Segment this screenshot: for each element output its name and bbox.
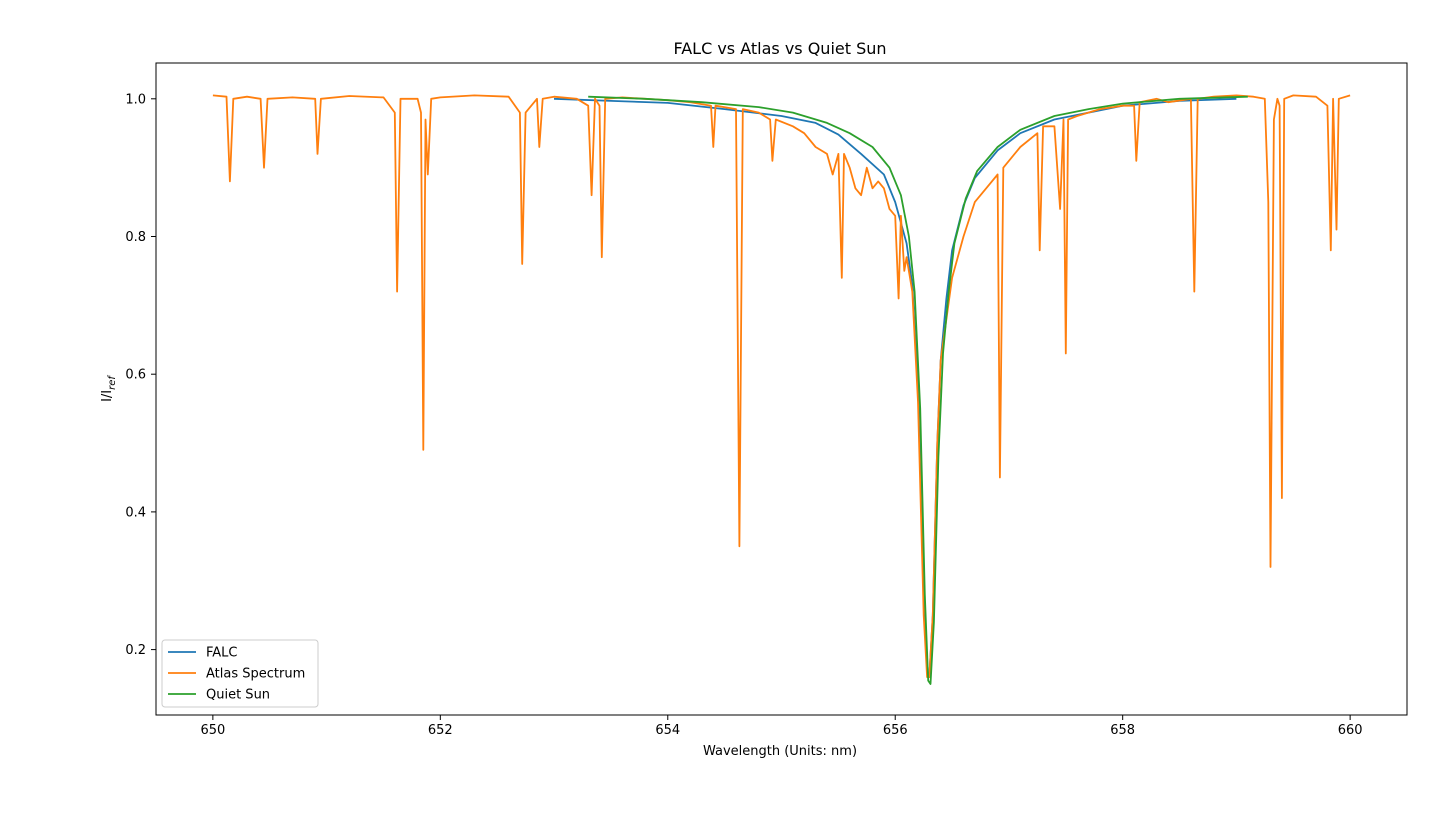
y-tick-label: 1.0: [125, 92, 146, 107]
series-line-atlas-spectrum: [212, 94, 1351, 678]
y-tick-label: 0.8: [125, 230, 146, 245]
x-axis: 650 652 654 656 658 660: [200, 715, 1363, 738]
y-axis: 0.2 0.4 0.6 0.8 1.0: [125, 92, 156, 658]
chart-title: FALC vs Atlas vs Quiet Sun: [673, 39, 886, 58]
series-line-quiet-sun: [588, 95, 1248, 685]
legend-label: Quiet Sun: [206, 688, 270, 703]
x-tick-label: 660: [1338, 723, 1363, 738]
legend-label: FALC: [206, 646, 238, 661]
legend-label: Atlas Spectrum: [206, 667, 305, 682]
y-tick-label: 0.6: [125, 368, 146, 383]
x-axis-label: Wavelength (Units: nm): [703, 744, 857, 759]
plot-frame: [155, 62, 1408, 716]
y-tick-label: 0.4: [125, 505, 146, 520]
x-tick-label: 654: [655, 723, 680, 738]
x-tick-label: 650: [200, 723, 225, 738]
legend-box: [161, 639, 319, 708]
x-tick-label: 652: [428, 723, 453, 738]
series-layer: [212, 94, 1351, 685]
y-tick-label: 0.2: [125, 643, 146, 658]
x-tick-label: 656: [883, 723, 908, 738]
y-axis-label: I/Iref: [100, 375, 118, 402]
legend: FALC Atlas Spectrum Quiet Sun: [161, 639, 319, 708]
x-tick-label: 658: [1110, 723, 1135, 738]
y-axis-label-sub: ref: [107, 375, 118, 390]
y-axis-label-main: I/I: [100, 390, 115, 402]
